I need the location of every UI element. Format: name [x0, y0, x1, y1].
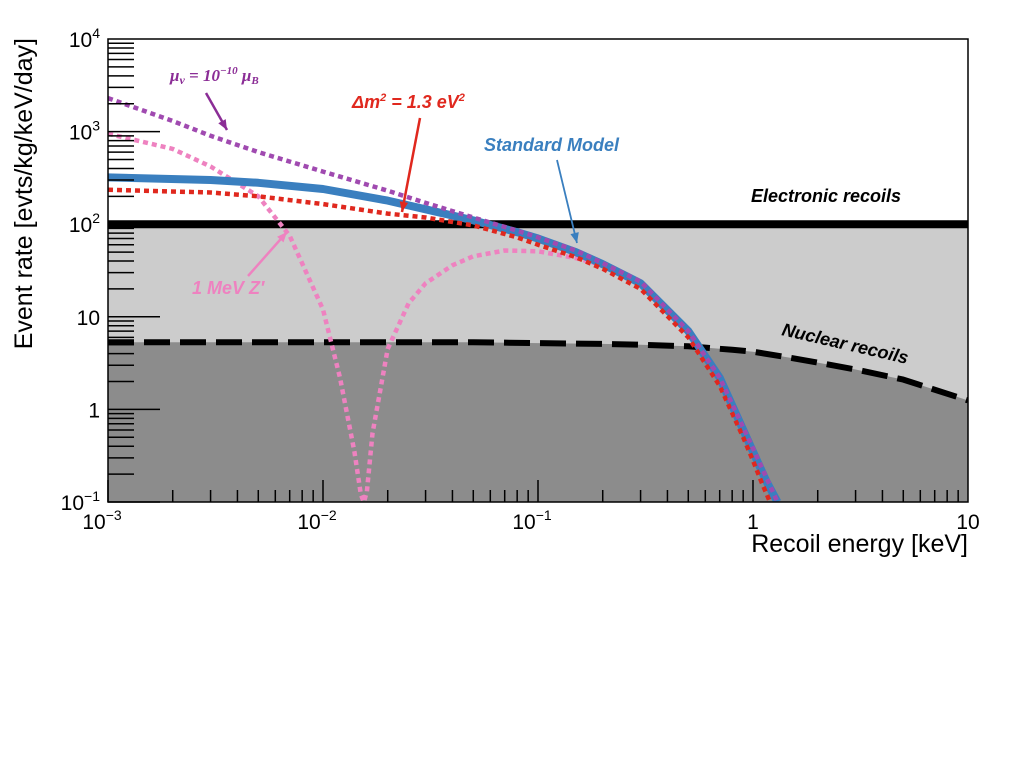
zprime-label: 1 MeV Z′ — [192, 278, 265, 298]
electronic-recoils-label: Electronic recoils — [751, 186, 901, 206]
plot-frame — [107, 38, 969, 503]
x-axis-title: Recoil energy [keV] — [751, 530, 968, 558]
y-tick-label: 104 — [69, 25, 100, 52]
y-tick-label: 10 — [77, 307, 100, 330]
series-sterile-line — [108, 187, 773, 502]
annotation-arrowhead — [218, 119, 227, 130]
series-nuclear-line — [108, 339, 968, 404]
standard-model-label: Standard Model — [484, 135, 620, 155]
series-zprime-line — [108, 131, 604, 502]
tick-labels: 10−3 10−2 10−1 1 10 10−1 1 10 102 103 104 — [61, 25, 980, 534]
magnetic-moment-label: μν = 10−10 μB — [169, 65, 259, 87]
x-tick-label: 10 — [956, 511, 979, 534]
x-tick-label: 1 — [747, 511, 759, 534]
annotation-arrowhead — [277, 232, 287, 243]
x-tick-label: 10−1 — [512, 507, 552, 534]
y-tick-label: 102 — [69, 210, 100, 237]
y-axis-title: Event rate [evts/kg/keV/day] — [10, 38, 38, 349]
y-tick-label: 103 — [69, 118, 100, 145]
annotation-arrowhead — [399, 201, 409, 212]
x-tick-label: 10−3 — [82, 507, 122, 534]
axis-ticks — [107, 42, 959, 503]
annotation-arrow — [556, 159, 578, 244]
series-mag-line — [108, 95, 780, 502]
x-tick-label: 10−2 — [297, 507, 337, 534]
y-tick-label: 1 — [88, 399, 100, 422]
sterile-neutrino-label: Δm2 = 1.3 eV2 — [351, 92, 465, 112]
series-layer — [108, 95, 968, 502]
annotation-arrow — [400, 117, 422, 213]
annotation-arrowhead — [570, 232, 579, 243]
recoil-regions — [108, 220, 968, 502]
y-tick-label: 10−1 — [61, 488, 101, 515]
